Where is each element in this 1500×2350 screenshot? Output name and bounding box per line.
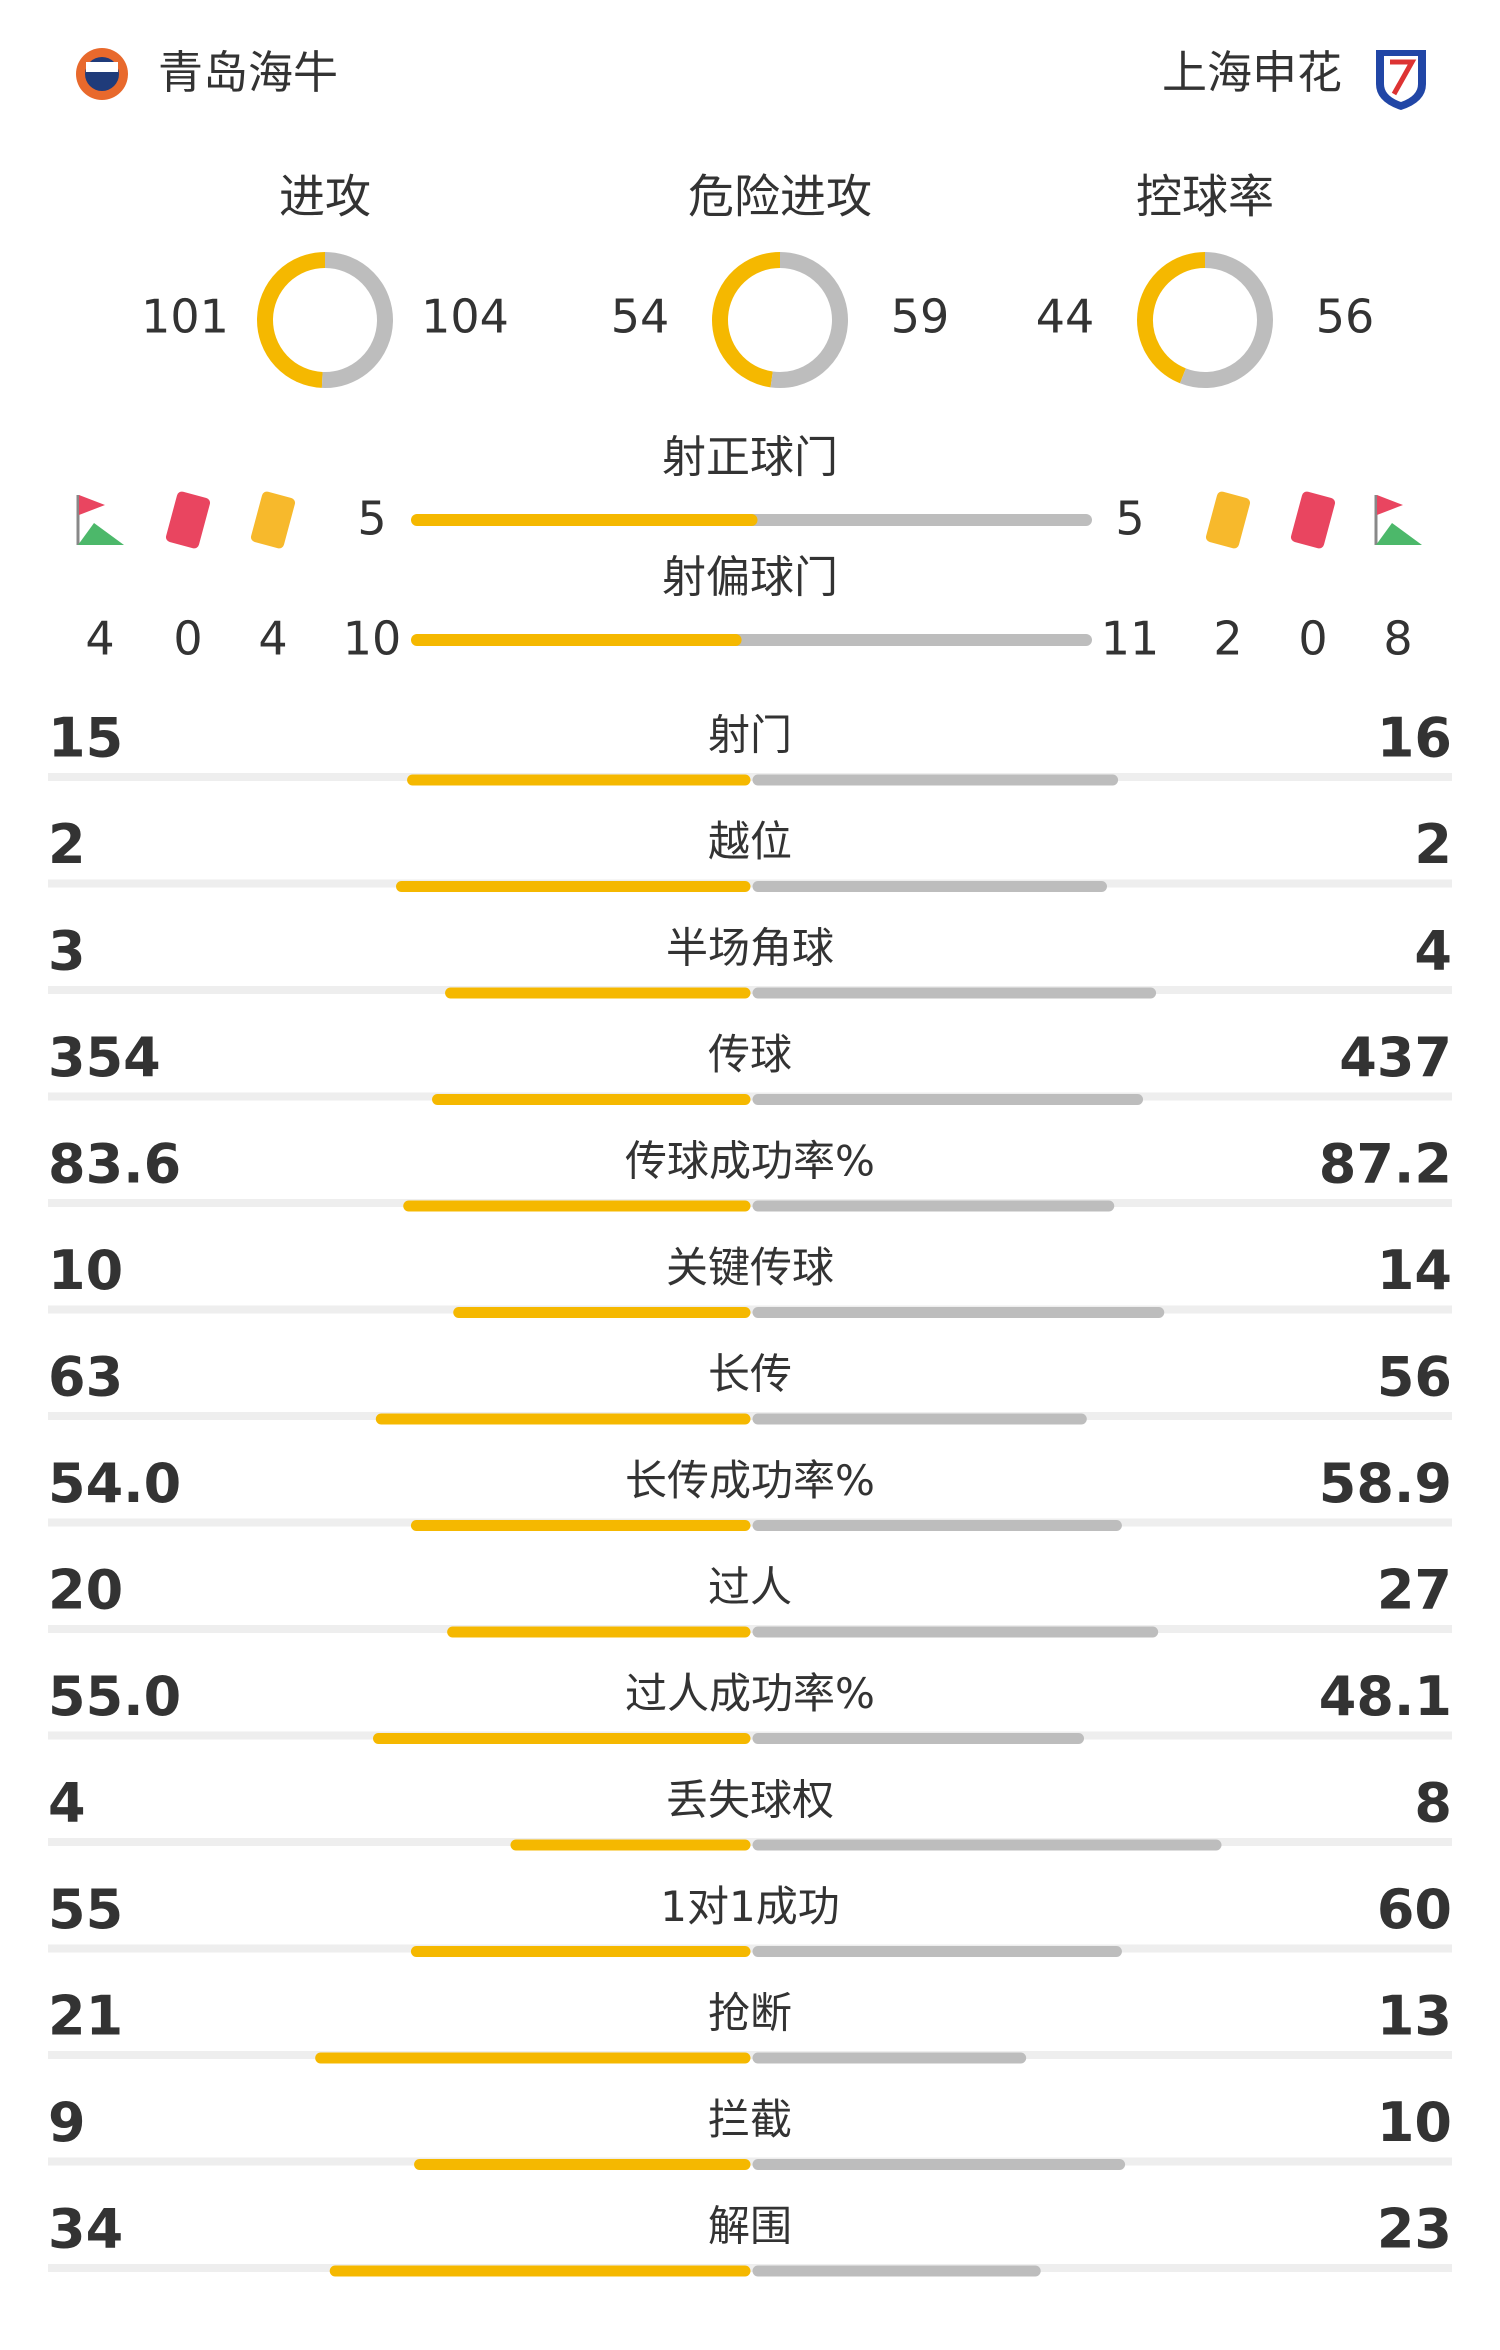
away-value: 16: [1377, 707, 1452, 770]
ring-label: 危险进攻: [688, 170, 872, 224]
stat-label: 过人: [708, 1563, 792, 1612]
away-value: 4: [1414, 920, 1452, 983]
stat-label: 越位: [708, 817, 792, 866]
home-value: 55: [48, 1878, 123, 1941]
home-value: 21: [48, 1985, 123, 2048]
home-value: 20: [48, 1559, 123, 1622]
shot-label: 射正球门: [662, 432, 838, 483]
away-team-name: 上海申花: [1162, 46, 1342, 99]
away-value: 11: [1101, 612, 1160, 666]
away-logo: [1376, 50, 1426, 110]
ring-home: [1137, 252, 1206, 384]
ring-label: 控球率: [1136, 170, 1274, 224]
ring-home: [712, 252, 781, 388]
away-value: 59: [891, 290, 950, 344]
home-value: 3: [48, 920, 86, 983]
home-value: 54.0: [48, 1452, 181, 1515]
home-value: 101: [141, 290, 229, 344]
away-value: 437: [1339, 1026, 1452, 1089]
home-red-count: 0: [173, 612, 202, 666]
home-value: 55.0: [48, 1665, 181, 1728]
away-value: 27: [1377, 1559, 1452, 1622]
corner-icon: [79, 495, 105, 515]
red-card-icon: [165, 491, 211, 549]
away-value: 5: [1115, 492, 1144, 546]
home-value: 5: [357, 492, 386, 546]
ring-home: [257, 252, 326, 388]
home-team-name: 青岛海牛: [158, 46, 338, 99]
stat-label: 1对1成功: [660, 1882, 839, 1931]
home-value: 9: [48, 2091, 86, 2154]
home-value: 63: [48, 1346, 123, 1409]
red-card-icon: [1290, 491, 1336, 549]
home-value: 10: [343, 612, 402, 666]
stat-label: 丢失球权: [666, 1776, 834, 1825]
away-value: 58.9: [1319, 1452, 1452, 1515]
home-value: 10: [48, 1239, 123, 1302]
away-value: 8: [1414, 1772, 1452, 1835]
stat-label: 拦截: [708, 2095, 792, 2144]
home-value: 4: [48, 1772, 86, 1835]
stat-label: 长传成功率%: [625, 1456, 875, 1505]
ring-label: 进攻: [279, 170, 371, 224]
away-value: 48.1: [1319, 1665, 1452, 1728]
home-value: 2: [48, 813, 86, 876]
home-value: 44: [1036, 290, 1095, 344]
stat-label: 关键传球: [666, 1243, 834, 1292]
away-red-count: 0: [1298, 612, 1327, 666]
corner-icon: [78, 523, 124, 545]
away-yellow-count: 2: [1213, 612, 1242, 666]
stat-label: 解围: [708, 2202, 792, 2251]
home-corners-count: 4: [85, 612, 114, 666]
away-value: 104: [421, 290, 509, 344]
stat-label: 射门: [708, 711, 792, 760]
yellow-card-icon: [1205, 491, 1251, 549]
home-value: 34: [48, 2198, 123, 2261]
ring-away: [770, 252, 848, 388]
stat-label: 传球成功率%: [625, 1137, 875, 1186]
stat-label: 半场角球: [666, 924, 834, 973]
away-value: 56: [1316, 290, 1375, 344]
home-value: 15: [48, 707, 123, 770]
stat-label: 传球: [708, 1030, 792, 1079]
away-value: 60: [1377, 1878, 1452, 1941]
corner-icon: [1377, 495, 1403, 515]
ring-away: [1179, 252, 1273, 388]
home-value: 83.6: [48, 1133, 181, 1196]
away-value: 23: [1377, 2198, 1452, 2261]
stat-label: 抢断: [708, 1989, 792, 2038]
home-yellow-count: 4: [258, 612, 287, 666]
stat-label: 过人成功率%: [625, 1669, 875, 1718]
away-value: 13: [1377, 1985, 1452, 2048]
stat-label: 长传: [708, 1350, 792, 1399]
home-value: 354: [48, 1026, 161, 1089]
shot-label: 射偏球门: [662, 552, 838, 603]
away-value: 14: [1377, 1239, 1452, 1302]
home-logo: [76, 48, 128, 100]
away-value: 2: [1414, 813, 1452, 876]
ring-away: [321, 252, 393, 388]
yellow-card-icon: [250, 491, 296, 549]
away-value: 10: [1377, 2091, 1452, 2154]
away-value: 56: [1377, 1346, 1452, 1409]
away-value: 87.2: [1319, 1133, 1452, 1196]
away-corners-count: 8: [1383, 612, 1412, 666]
corner-icon: [1376, 523, 1422, 545]
home-value: 54: [611, 290, 670, 344]
